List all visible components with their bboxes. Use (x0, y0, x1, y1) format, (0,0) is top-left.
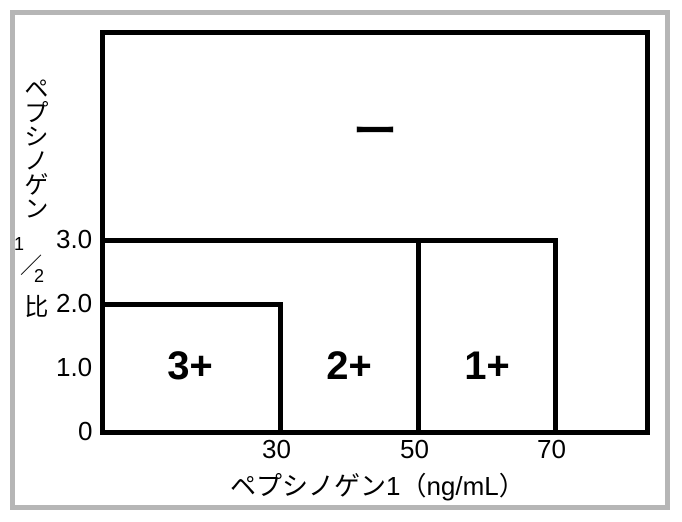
x-axis-label: ペプシノゲン1（ng/mL） (230, 466, 525, 503)
divider-y2 (100, 302, 280, 307)
y-axis-frac-den: 2 (34, 266, 44, 287)
y-axis-label-top: ペプシノゲン (22, 78, 51, 222)
chart-container: ー 3+ 2+ 1+ 0 1.0 2.0 3.0 30 50 70 ペプシノゲン… (0, 0, 682, 522)
region-2plus: 2+ (309, 344, 389, 389)
region-3plus: 3+ (150, 344, 230, 389)
xtick-50: 50 (400, 434, 429, 465)
y-axis-label-bottom: 比 (22, 296, 51, 320)
divider-x70 (553, 238, 558, 430)
ytick-2: 2.0 (56, 288, 92, 319)
region-negative: ー (335, 95, 415, 159)
ytick-0: 0 (78, 416, 92, 447)
divider-x50 (416, 238, 421, 430)
divider-x30 (278, 302, 283, 430)
divider-y3 (100, 238, 555, 243)
ytick-1: 1.0 (56, 352, 92, 383)
region-1plus: 1+ (447, 344, 527, 389)
xtick-30: 30 (262, 434, 291, 465)
xtick-70: 70 (537, 434, 566, 465)
ytick-3: 3.0 (56, 224, 92, 255)
